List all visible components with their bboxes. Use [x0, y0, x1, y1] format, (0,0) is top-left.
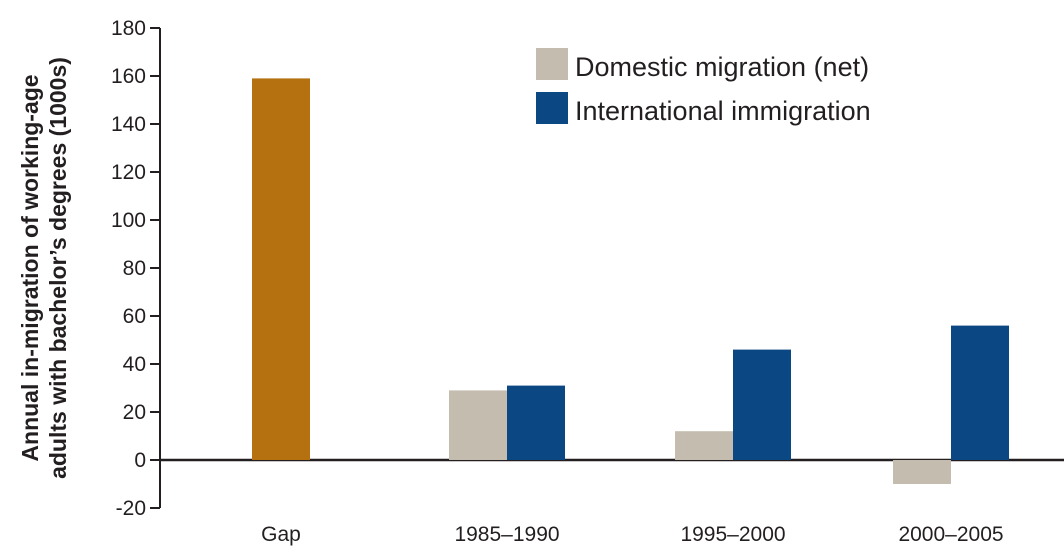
- x-category-label: 1985–1990: [454, 523, 559, 546]
- legend-label: Domestic migration (net): [575, 52, 869, 82]
- x-category-label: 2000–2005: [898, 523, 1003, 546]
- y-axis-title: Annual in-migration of working-age adult…: [17, 57, 71, 479]
- bars: [252, 78, 1009, 484]
- x-category-label: Gap: [261, 523, 301, 546]
- legend-swatch: [536, 48, 568, 80]
- bar-domestic: [449, 390, 507, 460]
- y-tick-label: 0: [134, 449, 146, 472]
- bar-international: [733, 349, 791, 460]
- y-axis-title-line-1: Annual in-migration of working-age: [17, 74, 43, 461]
- x-axis-labels: Gap 1985–1990 1995–2000 2000–2005: [261, 523, 1003, 546]
- y-tick-label: 60: [123, 305, 146, 328]
- y-axis-title-line-2: adults with bachelor’s degrees (1000s): [45, 57, 71, 479]
- bar-domestic: [675, 431, 733, 460]
- axes: -20 0 20 40 60 80 100 120 140 160 180: [111, 17, 1064, 520]
- y-tick-label: 40: [123, 353, 146, 376]
- y-tick-label: -20: [116, 497, 146, 520]
- y-tick-label: 100: [111, 209, 146, 232]
- x-category-label: 1995–2000: [680, 523, 785, 546]
- legend-label: International immigration: [575, 96, 871, 126]
- y-tick-label: 180: [111, 17, 146, 40]
- legend-swatch: [536, 92, 568, 124]
- bar-gap: [252, 78, 310, 461]
- y-tick-label: 80: [123, 257, 146, 280]
- bar-international: [507, 385, 565, 460]
- y-tick-label: 160: [111, 65, 146, 88]
- y-tick-label: 120: [111, 161, 146, 184]
- bar-international: [951, 325, 1009, 460]
- bar-domestic: [893, 460, 951, 484]
- y-tick-label: 20: [123, 401, 146, 424]
- y-tick-label: 140: [111, 113, 146, 136]
- legend: Domestic migration (net) International im…: [536, 48, 871, 126]
